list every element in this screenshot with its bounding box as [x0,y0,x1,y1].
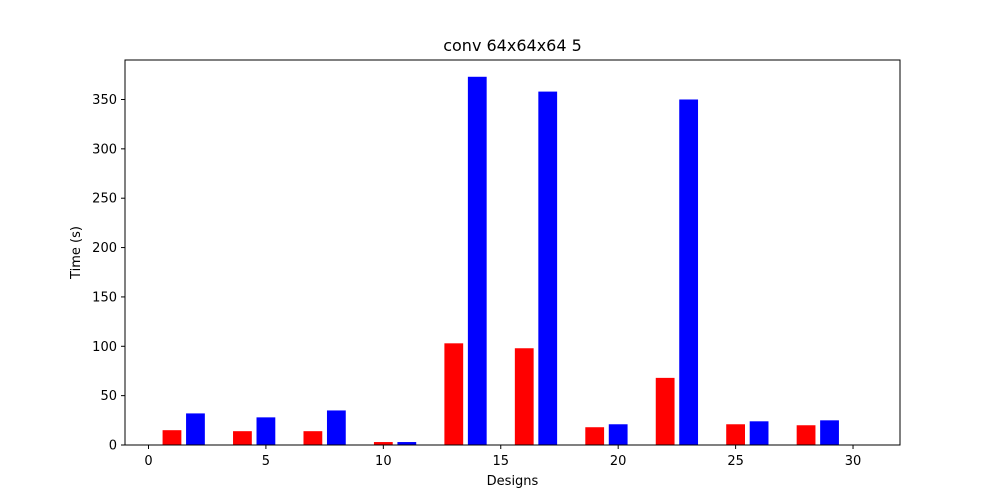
x-tick-label-15: 15 [492,454,509,469]
bar-series2-26 [749,421,769,445]
y-tick-label-0: 0 [109,439,117,454]
plot-frame [124,59,901,446]
bar-series1-10 [373,442,393,445]
x-tick-label-30: 30 [845,454,862,469]
x-tick-label-10: 10 [375,454,392,469]
bar-series1-22 [655,377,675,445]
bar-series1-4 [233,431,252,445]
bar-series2-5 [256,417,276,445]
y-tick-label-300: 300 [92,142,117,157]
y-tick-label-150: 150 [92,290,117,305]
bar-series2-8 [326,410,346,445]
bar-series1-16 [514,348,534,445]
bar-series1-25 [726,424,745,445]
bar-series2-29 [820,420,839,445]
y-axis-label: Time (s) [69,226,84,280]
y-tick-label-250: 250 [92,192,117,207]
x-tick-label-0: 0 [144,454,152,469]
bar-series1-28 [796,425,816,445]
y-tick-label-350: 350 [92,93,117,108]
x-axis-label: Designs [487,474,539,489]
y-tick-label-100: 100 [92,340,117,355]
bar-series2-11 [397,442,417,445]
chart-title: conv 64x64x64 5 [443,36,582,55]
bar-series2-17 [538,91,558,445]
y-tick-label-50: 50 [100,389,117,404]
x-tick-label-20: 20 [610,454,627,469]
x-tick-label-5: 5 [262,454,270,469]
bar-series1-1 [162,430,182,445]
bars-layer [162,76,839,446]
y-axis-ticks: 0 50 100 150 200 250 300 350 [92,93,125,454]
y-tick-label-200: 200 [92,241,117,256]
bar-series2-23 [679,99,699,445]
bar-series2-2 [186,413,205,445]
bar-series1-13 [444,343,464,445]
x-axis-ticks: 0 5 10 15 20 25 30 [144,445,861,469]
bar-series1-7 [303,431,323,445]
bar-series1-19 [585,427,605,445]
bar-series2-20 [608,424,628,445]
x-tick-label-25: 25 [727,454,744,469]
bar-series2-14 [467,76,487,446]
